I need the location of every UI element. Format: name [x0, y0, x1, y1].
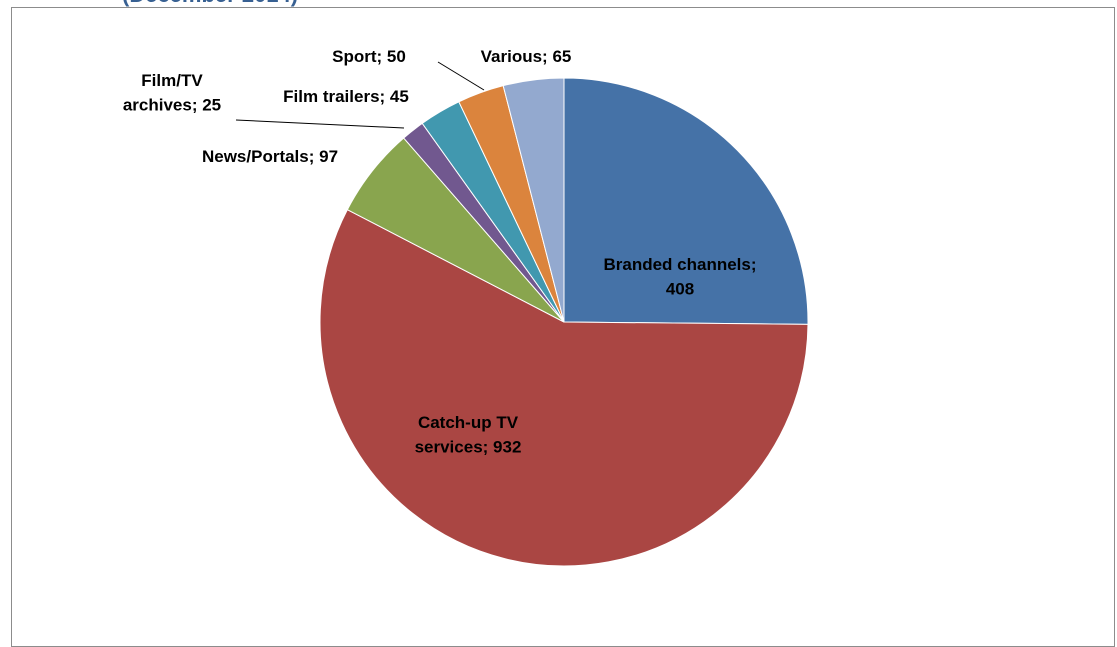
data-label-news-portals: News/Portals; 97: [202, 147, 338, 166]
data-label-catch-up-tv-services: Catch-up TV services; 932: [415, 413, 522, 457]
data-label-branded-channels: Branded channels; 408: [603, 255, 756, 299]
data-label-film-trailers: Film trailers; 45: [283, 87, 409, 106]
pie-slice-various: [502, 77, 565, 323]
leader-line: [437, 61, 485, 91]
data-label-various: Various; 65: [481, 47, 572, 66]
data-label-film-tv-archives: Film/TV archives; 25: [123, 71, 221, 115]
pie-slice-catch-up-tv-services: [319, 208, 809, 567]
chart-title: (December 2014): [122, 0, 298, 8]
leader-line: [235, 119, 405, 129]
pie-slice-branded-channels: [563, 77, 809, 325]
pie-chart: Branded channels; 408 Catch-up TV services;…: [123, 47, 809, 567]
data-label-sport: Sport; 50: [332, 47, 406, 66]
